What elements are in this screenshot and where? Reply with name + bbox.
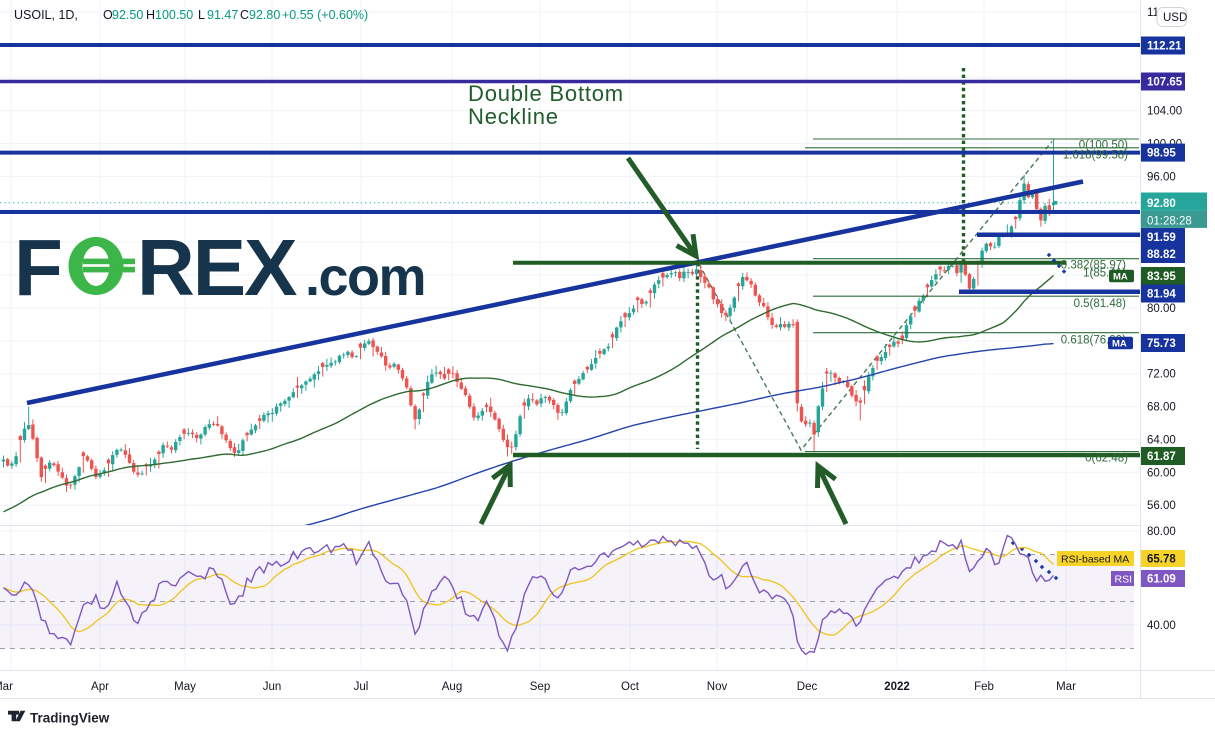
svg-text:MA: MA xyxy=(1113,272,1128,283)
svg-text:61.09: 61.09 xyxy=(1147,574,1176,586)
svg-text:81.94: 81.94 xyxy=(1147,289,1176,301)
svg-text:TradingView: TradingView xyxy=(30,711,110,726)
svg-text:40.00: 40.00 xyxy=(1147,620,1176,632)
svg-text:1.618(99.58): 1.618(99.58) xyxy=(1063,150,1128,162)
svg-text:RSI: RSI xyxy=(1115,574,1133,586)
svg-text:Oct: Oct xyxy=(621,681,640,693)
svg-text:2022: 2022 xyxy=(884,681,910,693)
svg-text:O: O xyxy=(103,8,113,22)
svg-text:Jun: Jun xyxy=(263,681,282,693)
svg-text:USD: USD xyxy=(1163,12,1187,24)
svg-text:100.50: 100.50 xyxy=(155,8,193,22)
svg-text:56.00: 56.00 xyxy=(1147,500,1176,512)
svg-text:75.73: 75.73 xyxy=(1147,338,1176,350)
svg-text:Dec: Dec xyxy=(797,681,818,693)
svg-text:68.00: 68.00 xyxy=(1147,402,1176,414)
svg-text:80.00: 80.00 xyxy=(1147,303,1176,315)
svg-text:Feb: Feb xyxy=(974,681,994,693)
svg-text:+0.55 (+0.60%): +0.55 (+0.60%) xyxy=(282,8,368,22)
svg-text:MA: MA xyxy=(1112,339,1127,350)
svg-text:80.00: 80.00 xyxy=(1147,526,1176,538)
svg-text:92.50: 92.50 xyxy=(112,8,143,22)
svg-text:92.80: 92.80 xyxy=(249,8,280,22)
svg-text:98.95: 98.95 xyxy=(1147,148,1176,160)
svg-text:Nov: Nov xyxy=(707,681,728,693)
svg-text:Mar: Mar xyxy=(0,681,13,693)
svg-text:May: May xyxy=(174,681,196,693)
svg-text:91.47: 91.47 xyxy=(207,8,238,22)
svg-text:0(100.50): 0(100.50) xyxy=(1079,140,1128,152)
svg-text:60.00: 60.00 xyxy=(1147,467,1176,479)
svg-text:64.00: 64.00 xyxy=(1147,434,1176,446)
svg-text:65.78: 65.78 xyxy=(1147,554,1176,566)
svg-text:.com: .com xyxy=(305,247,425,307)
svg-text:C: C xyxy=(240,8,249,22)
svg-text:104.00: 104.00 xyxy=(1147,106,1182,118)
svg-text:Aug: Aug xyxy=(442,681,462,693)
svg-text:RSI-based MA: RSI-based MA xyxy=(1061,554,1129,566)
svg-text:83.95: 83.95 xyxy=(1147,271,1176,283)
svg-text:96.00: 96.00 xyxy=(1147,171,1176,183)
svg-text:Sep: Sep xyxy=(530,681,550,693)
svg-text:0.5(81.48): 0.5(81.48) xyxy=(1074,298,1127,310)
svg-text:Jul: Jul xyxy=(354,681,369,693)
svg-text:91.59: 91.59 xyxy=(1147,232,1176,244)
svg-text:Neckline: Neckline xyxy=(468,104,559,129)
svg-text:72.00: 72.00 xyxy=(1147,369,1176,381)
svg-text:Mar: Mar xyxy=(1056,681,1076,693)
svg-text:0.382(85.97): 0.382(85.97) xyxy=(1061,260,1126,272)
svg-text:107.65: 107.65 xyxy=(1147,77,1183,89)
svg-text:F: F xyxy=(14,223,61,312)
svg-text:61.87: 61.87 xyxy=(1147,451,1176,463)
svg-text:Double Bottom: Double Bottom xyxy=(468,81,624,106)
svg-text:112.21: 112.21 xyxy=(1147,41,1182,53)
svg-text:USOIL, 1D,: USOIL, 1D, xyxy=(14,8,78,22)
svg-text:0(62.48): 0(62.48) xyxy=(1085,453,1128,465)
svg-text:REX: REX xyxy=(137,223,297,312)
svg-text:L: L xyxy=(198,8,205,22)
svg-text:92.80: 92.80 xyxy=(1147,198,1176,210)
svg-text:01:28:28: 01:28:28 xyxy=(1147,215,1192,227)
svg-text:88.82: 88.82 xyxy=(1147,249,1176,261)
svg-text:H: H xyxy=(146,8,155,22)
svg-text:Apr: Apr xyxy=(91,681,109,693)
